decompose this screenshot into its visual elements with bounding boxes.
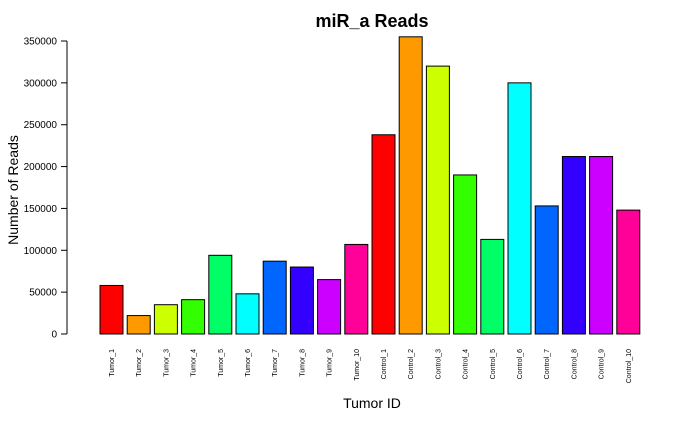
x-tick-label: Tumor_4 bbox=[191, 349, 198, 377]
x-tick-label: Tumor_5 bbox=[218, 349, 225, 377]
bar bbox=[181, 299, 206, 335]
x-tick-label: Control_7 bbox=[544, 349, 551, 379]
bar bbox=[534, 205, 559, 335]
x-tick-label: Tumor_3 bbox=[163, 349, 170, 377]
x-tick-label: Control_5 bbox=[490, 349, 497, 379]
x-tick-label: Control_10 bbox=[626, 349, 633, 383]
bar bbox=[480, 238, 505, 335]
y-tick-label: 150000 bbox=[24, 204, 58, 215]
x-tick-label: Control_3 bbox=[435, 349, 442, 379]
y-axis: 0 50000 100000 150000 200000 250000 300000 3500… bbox=[24, 37, 68, 341]
x-tick-label: Tumor_1 bbox=[109, 349, 116, 377]
chart-title: miR_a Reads bbox=[315, 11, 428, 31]
y-tick-label: 50000 bbox=[29, 288, 57, 299]
x-tick-label: Control_2 bbox=[408, 349, 415, 379]
bar bbox=[126, 315, 151, 335]
x-tick-label: Control_8 bbox=[571, 349, 578, 379]
bar bbox=[289, 266, 314, 335]
x-tick-label: Control_9 bbox=[599, 349, 606, 379]
bar bbox=[208, 254, 233, 335]
bar bbox=[99, 284, 124, 335]
y-tick-label: 100000 bbox=[24, 246, 58, 257]
bar bbox=[398, 36, 423, 335]
bars-group bbox=[99, 36, 641, 335]
x-tick-label: Tumor_10 bbox=[354, 349, 361, 381]
x-tick-label: Tumor_6 bbox=[245, 349, 252, 377]
y-tick-label: 200000 bbox=[24, 162, 58, 173]
x-tick-label: Tumor_9 bbox=[327, 349, 334, 377]
bar bbox=[344, 243, 369, 335]
y-tick-label: 250000 bbox=[24, 120, 58, 131]
x-tick-label: Control_6 bbox=[517, 349, 524, 379]
bar bbox=[425, 65, 450, 335]
x-tick-label: Tumor_7 bbox=[272, 349, 279, 377]
x-tick-label: Control_1 bbox=[381, 349, 388, 379]
y-tick-label: 350000 bbox=[24, 37, 58, 48]
y-tick-label: 0 bbox=[51, 330, 57, 341]
y-axis-label: Number of Reads bbox=[5, 135, 21, 245]
x-tick-label: Tumor_8 bbox=[299, 349, 306, 377]
bar bbox=[317, 279, 342, 335]
x-tick-label: Tumor_2 bbox=[136, 349, 143, 377]
y-tick-label: 300000 bbox=[24, 78, 58, 89]
bar bbox=[262, 260, 287, 335]
x-tick-labels: Tumor_1 Tumor_2 Tumor_3 Tumor_4 Tumor_5 Tumor… bbox=[109, 349, 633, 383]
bar bbox=[589, 156, 614, 335]
bar bbox=[507, 82, 532, 335]
bar bbox=[453, 174, 478, 335]
bar bbox=[616, 209, 641, 335]
x-tick-label: Control_4 bbox=[463, 349, 470, 379]
x-axis-label: Tumor ID bbox=[343, 395, 401, 411]
bar bbox=[371, 134, 396, 335]
bar bbox=[153, 304, 178, 335]
bar bbox=[561, 156, 586, 335]
bar bbox=[235, 293, 260, 335]
